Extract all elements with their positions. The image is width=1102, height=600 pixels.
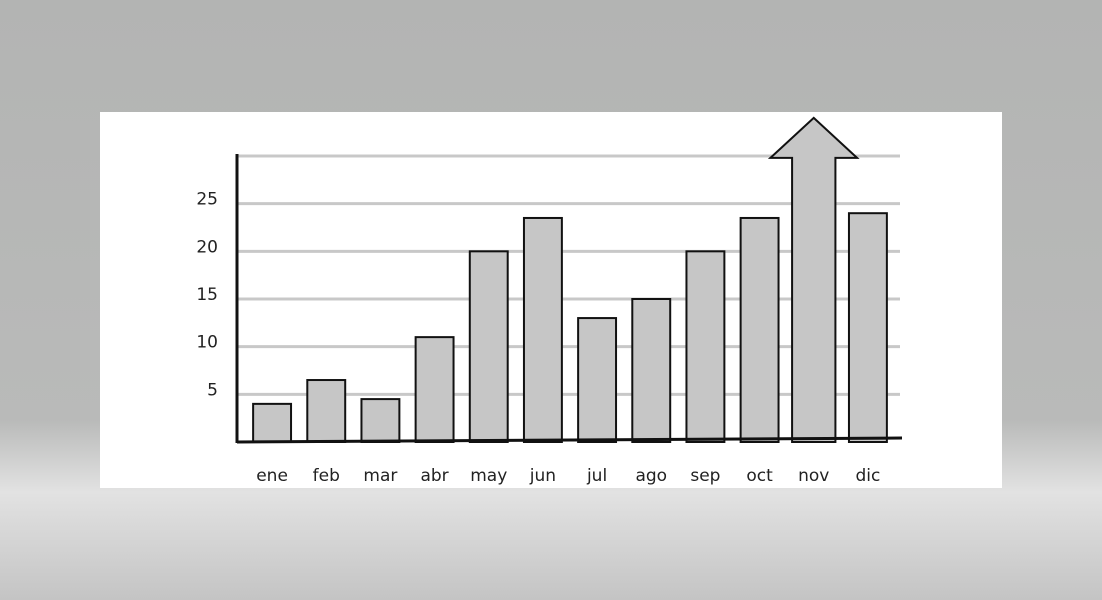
- x-tick-label: mar: [363, 466, 397, 486]
- y-tick-label: 25: [196, 190, 218, 210]
- bar: [360, 398, 401, 444]
- bar: [414, 336, 455, 443]
- x-tick-label: jul: [586, 466, 607, 486]
- y-tick-label: 5: [207, 380, 218, 400]
- x-tick-label: oct: [746, 466, 773, 486]
- bar: [522, 216, 563, 443]
- x-tick-label: ago: [635, 466, 667, 486]
- x-tick-label: dic: [855, 466, 880, 486]
- bar: [306, 379, 347, 443]
- bar: [847, 212, 888, 443]
- y-tick-label: 15: [196, 285, 218, 305]
- x-tick-label: sep: [690, 466, 720, 486]
- x-axis: [236, 436, 903, 444]
- bar: [631, 298, 672, 443]
- x-tick-label: jun: [529, 466, 556, 486]
- x-tick-label: abr: [420, 466, 448, 486]
- y-tick-label: 20: [196, 237, 218, 257]
- bar: [577, 317, 618, 444]
- x-tick-label: feb: [313, 466, 340, 486]
- bar: [252, 402, 293, 444]
- bar-arrow: [767, 116, 860, 443]
- x-tick-label: ene: [256, 466, 288, 486]
- x-tick-label: may: [470, 466, 507, 486]
- x-tick-label: nov: [798, 466, 829, 486]
- bar: [739, 216, 780, 443]
- y-tick-label: 10: [196, 333, 218, 353]
- bar: [685, 250, 726, 443]
- bar: [468, 250, 509, 443]
